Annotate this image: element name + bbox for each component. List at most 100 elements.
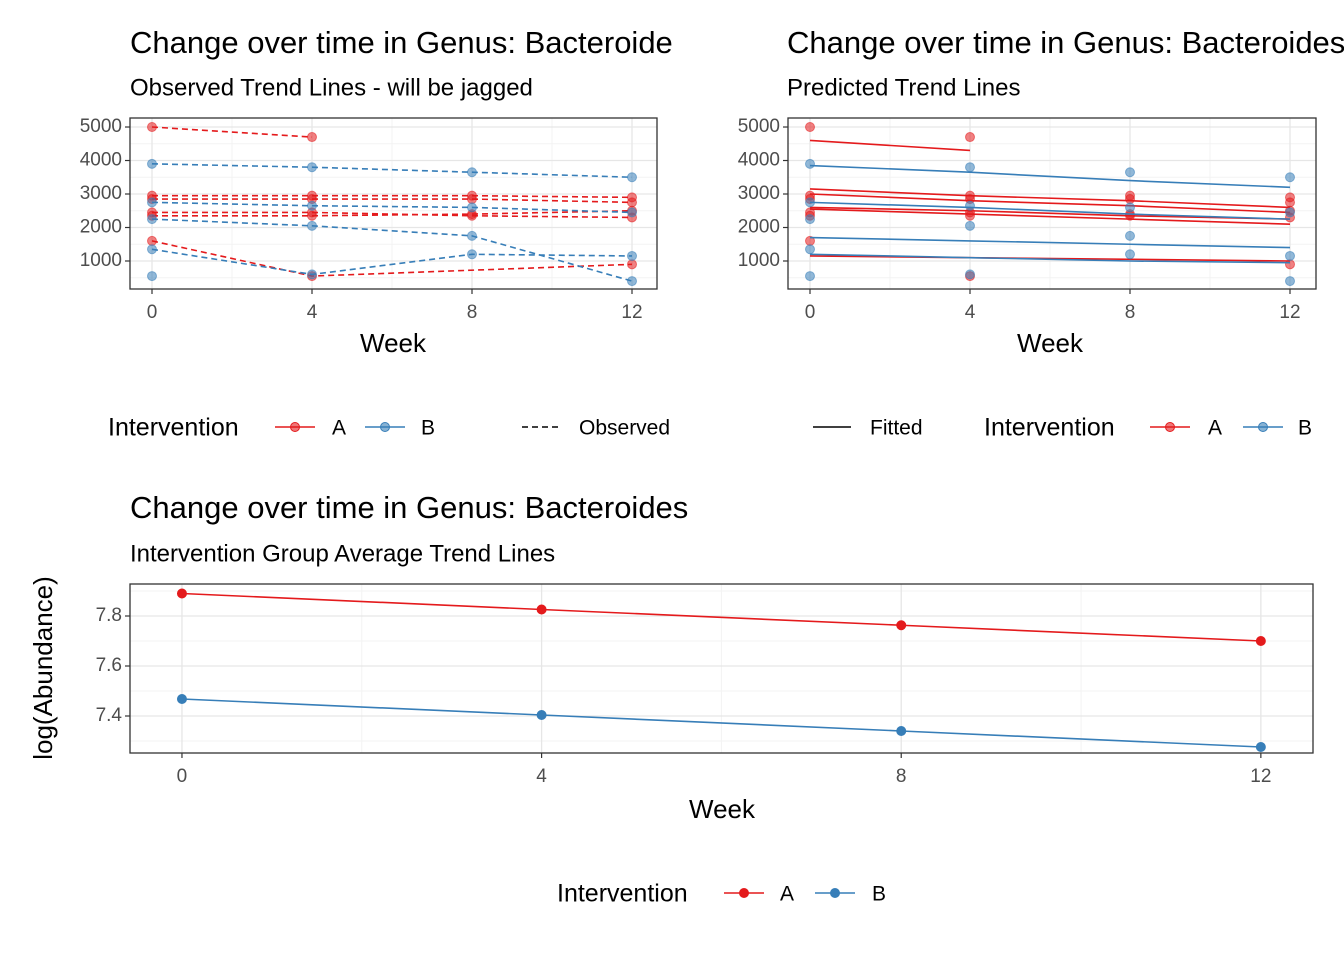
y-axis-title: log(Abundance) — [28, 576, 58, 760]
trend-line — [151, 218, 633, 282]
y-tick-label: 5000 — [738, 116, 780, 137]
legend-key-point — [290, 422, 300, 432]
data-point — [147, 197, 157, 208]
x-tick-label: 0 — [177, 766, 188, 787]
legend-title: Intervention — [108, 414, 239, 442]
data-point — [805, 271, 815, 282]
data-point — [1285, 172, 1295, 183]
trend-line — [151, 201, 633, 214]
y-tick-label: 5000 — [80, 116, 122, 137]
data-point — [536, 710, 547, 720]
data-point — [1125, 230, 1135, 241]
y-tick-label: 2000 — [738, 217, 780, 238]
data-point — [1125, 249, 1135, 260]
data-point — [627, 250, 637, 261]
x-axis-title: Week — [689, 794, 756, 824]
legend-label: Observed — [579, 417, 670, 440]
legend-key-point — [739, 888, 749, 898]
fitted-line — [809, 253, 1291, 264]
data-point — [627, 197, 637, 208]
fitted-line — [809, 193, 1291, 214]
fitted-line — [809, 188, 1291, 209]
fitted-line — [809, 208, 1291, 225]
plot-border — [129, 583, 1314, 754]
data-point — [1285, 276, 1295, 287]
plot-border — [787, 117, 1317, 290]
y-tick-label: 1000 — [738, 250, 780, 271]
data-point — [965, 200, 975, 211]
x-tick-label: 12 — [621, 302, 642, 323]
data-point — [147, 271, 157, 282]
data-point — [1125, 194, 1135, 205]
data-point — [467, 230, 477, 241]
data-point — [536, 604, 547, 615]
chart-subtitle: Intervention Group Average Trend Lines — [130, 540, 555, 567]
data-point — [176, 694, 187, 704]
fitted-line — [809, 206, 1291, 220]
data-point — [147, 158, 157, 169]
y-tick-label: 7.6 — [96, 655, 122, 676]
data-point — [627, 259, 637, 270]
y-tick-label: 4000 — [738, 150, 780, 171]
trend-line — [152, 209, 633, 217]
data-point — [1255, 636, 1266, 646]
y-tick-label: 3000 — [80, 183, 122, 204]
legend-label: B — [1298, 417, 1312, 440]
data-point — [1285, 259, 1295, 270]
data-point — [147, 244, 157, 255]
fitted-line — [809, 236, 1291, 249]
data-point — [805, 244, 815, 255]
data-point — [307, 132, 317, 143]
data-point — [965, 132, 975, 143]
data-point — [467, 194, 477, 205]
data-point — [307, 210, 317, 221]
data-point — [965, 162, 975, 173]
legend-key-point — [1258, 422, 1268, 432]
plot-border — [129, 117, 658, 290]
x-tick-label: 0 — [147, 302, 158, 323]
x-tick-label: 4 — [965, 302, 976, 323]
y-tick-label: 1000 — [80, 250, 122, 271]
x-tick-label: 8 — [896, 766, 907, 787]
x-tick-label: 8 — [1125, 302, 1136, 323]
trend-line — [151, 248, 633, 276]
data-point — [307, 220, 317, 231]
fitted-line — [809, 164, 1291, 189]
data-point — [467, 249, 477, 260]
fitted-line — [809, 139, 971, 152]
x-tick-label: 12 — [1279, 302, 1300, 323]
data-point — [1285, 197, 1295, 208]
legend-title: Intervention — [984, 414, 1115, 442]
panel: Change over time in Genus: Bacteroides In… — [28, 490, 1314, 908]
data-point — [1255, 742, 1266, 752]
x-tick-label: 4 — [307, 302, 318, 323]
legend-label: B — [872, 883, 886, 906]
panel: Change over time in Genus: Bacteroides Ob… — [80, 25, 688, 442]
legend-label: Fitted — [870, 417, 923, 440]
data-point — [1285, 250, 1295, 261]
legend-key-point — [830, 888, 840, 898]
data-point — [627, 207, 637, 218]
chart-title: Change over time in Genus: Bacteroides — [787, 25, 1344, 60]
chart-subtitle: Observed Trend Lines - will be jagged — [130, 74, 533, 101]
data-point — [965, 210, 975, 221]
trend-line — [181, 698, 1261, 748]
x-tick-label: 8 — [467, 302, 478, 323]
fitted-line — [809, 201, 1291, 220]
y-tick-label: 7.4 — [96, 705, 123, 726]
panel: Change over time in Genus: Bacteroides Pr… — [738, 25, 1344, 441]
x-axis-title: Week — [360, 328, 427, 358]
data-point — [307, 200, 317, 211]
x-tick-label: 0 — [805, 302, 816, 323]
legend-title: Intervention — [557, 880, 688, 908]
chart-title: Change over time in Genus: Bacteroides — [130, 25, 688, 60]
data-point — [805, 122, 815, 133]
data-point — [627, 172, 637, 183]
legend-label: A — [780, 883, 794, 906]
y-tick-label: 4000 — [80, 150, 122, 171]
legend-label: A — [1208, 417, 1222, 440]
data-point — [147, 122, 157, 133]
data-point — [1125, 202, 1135, 213]
data-point — [1285, 207, 1295, 218]
